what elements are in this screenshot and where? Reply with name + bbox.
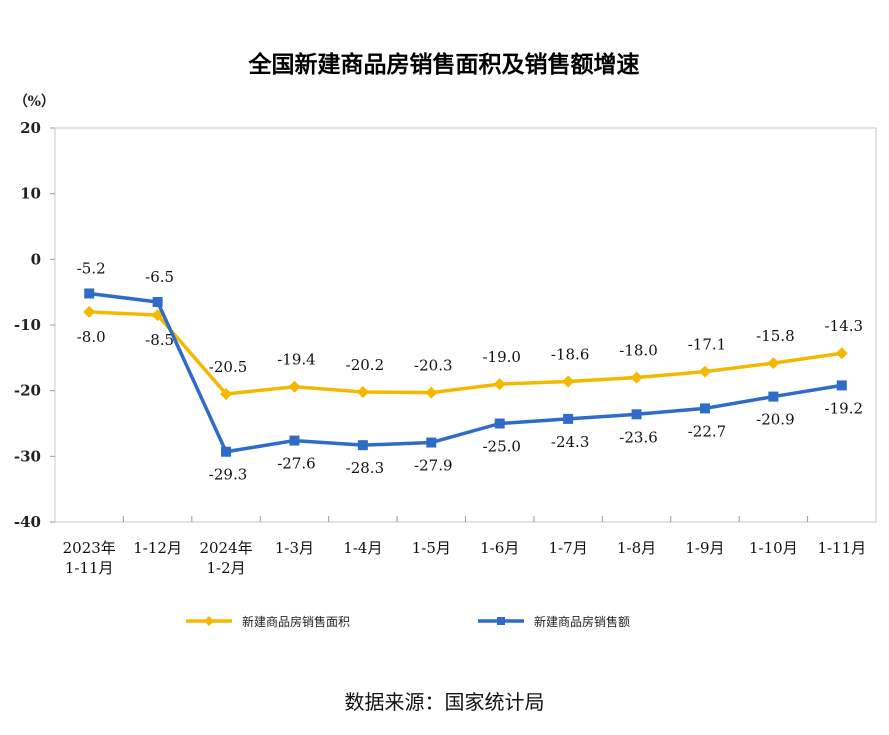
data-label: -20.3 xyxy=(414,357,452,375)
data-label: -20.9 xyxy=(756,411,794,429)
series-sales-area: -8.0 -8.5 -20.5 -19.4 -20.2 -20.3 -19.0 -18.6 -1… xyxy=(77,305,863,400)
data-label: -24.3 xyxy=(551,433,589,451)
plot-frame xyxy=(54,127,877,523)
y-tick-label: 20 xyxy=(20,119,41,137)
x-tick-label: 1-3月 xyxy=(275,539,314,557)
data-label: -17.1 xyxy=(688,336,726,354)
data-label: -28.3 xyxy=(346,459,384,477)
data-source: 数据来源：国家统计局 xyxy=(344,690,545,714)
y-tick-label: 10 xyxy=(20,185,41,203)
data-label: -20.2 xyxy=(346,356,384,374)
x-tick-label: 1-11月 xyxy=(65,559,114,577)
x-tick-label: 1-4月 xyxy=(343,539,382,557)
y-tick-label: -30 xyxy=(14,447,41,465)
data-point xyxy=(288,380,301,393)
data-label: -6.5 xyxy=(145,268,174,286)
data-label: -29.3 xyxy=(209,466,247,484)
data-point xyxy=(356,385,369,398)
data-point xyxy=(220,387,233,400)
data-point xyxy=(221,446,232,457)
data-label: -18.0 xyxy=(619,342,657,360)
data-label: -19.0 xyxy=(482,348,520,366)
x-tick-label: 1-11月 xyxy=(817,539,866,557)
data-label: -18.6 xyxy=(551,345,589,363)
data-label: -27.9 xyxy=(414,457,452,475)
y-tick-label: 0 xyxy=(31,250,41,268)
x-tick-label: 2024年 xyxy=(199,539,252,557)
x-tick-label: 1-12月 xyxy=(133,539,182,557)
data-label: -22.7 xyxy=(688,422,726,440)
x-tick-label: 2023年 xyxy=(63,539,116,557)
x-tick-label: 1-2月 xyxy=(206,559,245,577)
data-point xyxy=(426,437,437,448)
y-tick-label: -20 xyxy=(14,382,41,400)
series-line xyxy=(88,291,843,454)
data-label: -14.3 xyxy=(825,317,863,335)
data-point xyxy=(836,380,847,391)
axes: 20 10 0 -10 -20 -30 -40 2023年 1-11月 1-12月 2024年 1-2… xyxy=(14,119,877,577)
chart-title: 全国新建商品房销售面积及销售额增速 xyxy=(248,51,640,78)
x-tick-label: 1-8月 xyxy=(617,539,656,557)
y-axis-unit: （%） xyxy=(14,94,55,110)
data-label: -8.0 xyxy=(77,328,106,346)
legend-marker xyxy=(497,617,505,625)
series-sales-amount: -5.2 -6.5 -29.3 -27.6 -28.3 -27.9 -25.0 -24.3 -2… xyxy=(77,259,863,483)
x-tick-label: 1-7月 xyxy=(549,539,588,557)
data-point xyxy=(152,297,163,308)
data-point xyxy=(768,391,779,402)
series-line xyxy=(89,310,843,396)
data-point xyxy=(357,440,368,451)
legend-item: 新建商品房销售面积 xyxy=(186,614,350,629)
data-label: -8.5 xyxy=(145,331,174,349)
y-tick-label: -10 xyxy=(14,316,41,334)
data-label: -15.8 xyxy=(756,327,794,345)
data-label: -5.2 xyxy=(77,259,106,277)
data-point xyxy=(425,386,438,399)
data-point xyxy=(698,365,711,378)
data-point xyxy=(83,305,96,318)
data-point xyxy=(494,418,505,429)
legend-label: 新建商品房销售额 xyxy=(534,614,630,629)
data-label: -19.2 xyxy=(825,399,863,417)
data-point xyxy=(699,403,710,414)
data-label: -19.4 xyxy=(277,351,315,369)
data-point xyxy=(835,347,848,360)
series-layer: -8.0 -8.5 -20.5 -19.4 -20.2 -20.3 -19.0 -18.6 -1… xyxy=(77,259,863,483)
data-point xyxy=(631,409,642,420)
y-tick-label: -40 xyxy=(14,513,41,531)
data-label: -27.6 xyxy=(277,455,315,473)
data-label: -25.0 xyxy=(482,438,520,456)
x-tick-label: 1-5月 xyxy=(412,539,451,557)
legend-label: 新建商品房销售面积 xyxy=(242,614,350,629)
x-tick-label: 1-6月 xyxy=(480,539,519,557)
data-point xyxy=(562,375,575,388)
data-point xyxy=(84,288,95,299)
x-tick-label: 1-9月 xyxy=(685,539,724,557)
data-point xyxy=(630,371,643,384)
data-point xyxy=(493,378,506,391)
data-point xyxy=(563,413,574,424)
data-point xyxy=(289,435,300,446)
legend-item: 新建商品房销售额 xyxy=(478,614,630,629)
data-point xyxy=(767,357,780,370)
x-tick-label: 1-10月 xyxy=(749,539,798,557)
legend: 新建商品房销售面积 新建商品房销售额 xyxy=(186,614,630,629)
legend-marker xyxy=(204,616,214,626)
data-label: -23.6 xyxy=(619,428,657,446)
data-label: -20.5 xyxy=(209,358,247,376)
